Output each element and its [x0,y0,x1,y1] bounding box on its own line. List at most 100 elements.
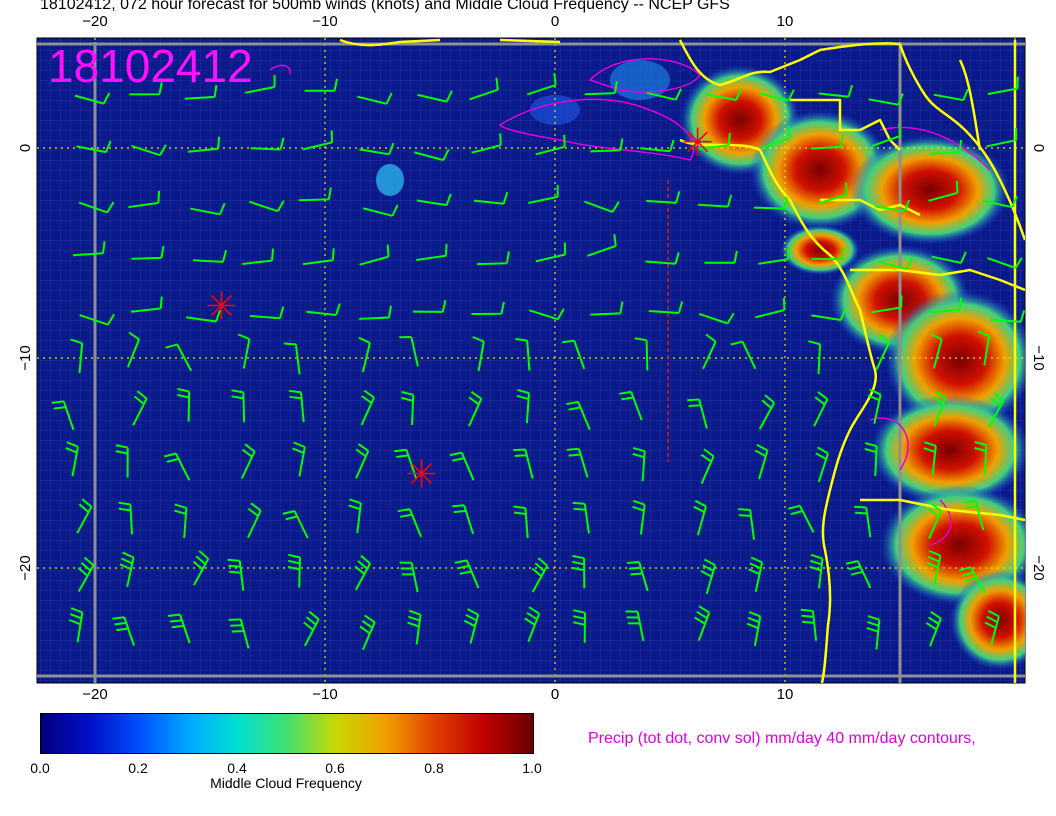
wind-barb [875,199,911,213]
marker-group [207,127,712,488]
wind-barb [193,250,228,263]
wind-barb [228,618,250,649]
wind-barb [359,614,376,651]
wind-barb [306,303,341,316]
wind-barb [112,616,135,646]
wind-barb [452,504,475,535]
wind-barb [590,138,624,153]
wind-barb [528,308,565,321]
wind-barb [584,81,618,96]
right-tick-label: 0 [1030,144,1047,152]
wind-barb [231,389,246,423]
wind-barb [360,389,375,426]
wind-barb [187,136,221,153]
wind-barb [186,309,222,323]
wind-barb [515,338,531,371]
wind-barb [704,250,738,264]
bottom-tick-label: 10 [777,686,794,700]
wind-barb [811,308,847,321]
wind-barb [119,551,135,588]
wind-barb [572,554,586,589]
wind-barb [566,447,589,478]
wind-barb [129,82,163,96]
wind-barb [982,195,1018,209]
wind-barb [758,394,776,430]
wind-barb [412,299,447,313]
wind-barb [864,442,878,477]
wind-barb [250,137,285,151]
wind-barb [399,336,419,367]
wind-barb [115,444,129,478]
wind-barb [526,72,557,96]
wind-barb [359,142,395,156]
top-tick-label: −20 [82,13,107,30]
wind-barb [399,561,419,593]
wind-barb [854,505,872,538]
wind-barb [986,257,1023,269]
wind-barb [68,607,84,643]
wind-barb [513,505,529,539]
bottom-lon-ticks: −20 −10 0 10 [82,686,793,700]
wind-barb [698,312,735,325]
wind-barb [632,447,646,482]
wind-barb [51,400,75,431]
forecast-map: 18102412 −20 −10 0 10 −20 −10 0 10 0 −10… [17,13,1047,700]
wind-barb [247,502,262,539]
wind-barb [74,92,111,105]
wind-barb [535,242,567,263]
wind-barb [76,498,93,534]
wind-barb [128,190,161,209]
wind-barb [800,608,818,641]
wind-barb [250,306,285,320]
wind-barb [471,133,502,154]
map-title: 18102412, 072 hour forecast for 500mb wi… [40,0,730,13]
wind-barb [811,247,846,261]
wind-barb [192,550,210,586]
wind-barb [358,336,371,373]
wind-barb [755,297,786,319]
wind-barb [811,134,844,150]
wind-barb [977,330,991,366]
wind-barb [287,553,301,588]
top-tick-label: 0 [551,13,559,30]
wind-barb [562,339,586,370]
wind-barb [931,251,967,264]
wind-barb [401,391,415,425]
wind-barb [761,126,791,149]
colorbar-tick: 0.8 [424,760,444,776]
wind-barb [845,560,872,589]
wind-barb [687,398,708,429]
wind-barb [963,500,985,531]
wind-barb [928,503,943,539]
wind-barb [288,389,305,423]
wind-barb [76,140,112,154]
wind-barb [619,390,643,421]
wind-barb [815,446,829,483]
right-tick-label: −20 [1030,555,1047,580]
wind-barb [625,610,645,642]
wind-barb [986,128,1018,148]
location-marker [207,291,236,320]
wind-barb [473,191,509,205]
wind-barb [472,336,485,372]
wind-barb [516,388,530,424]
wind-barb [759,89,795,102]
wind-barb [990,310,1025,323]
wind-barb [449,451,475,481]
wind-barb [877,257,914,270]
wind-barb [987,76,1019,95]
wind-barb [566,400,591,430]
wind-barb [818,84,854,98]
wind-barb [809,553,824,589]
wind-barb [471,301,505,315]
wind-barb [126,331,141,368]
wind-barb [867,388,882,424]
wind-barb [524,606,541,643]
top-lon-ticks: −20 −10 0 10 [82,13,793,30]
wind-barb [929,297,963,314]
wind-barb [416,193,452,207]
top-tick-label: −10 [312,13,337,30]
wind-barb [645,252,680,265]
wind-barb [984,610,1000,646]
colorbar [40,713,534,754]
